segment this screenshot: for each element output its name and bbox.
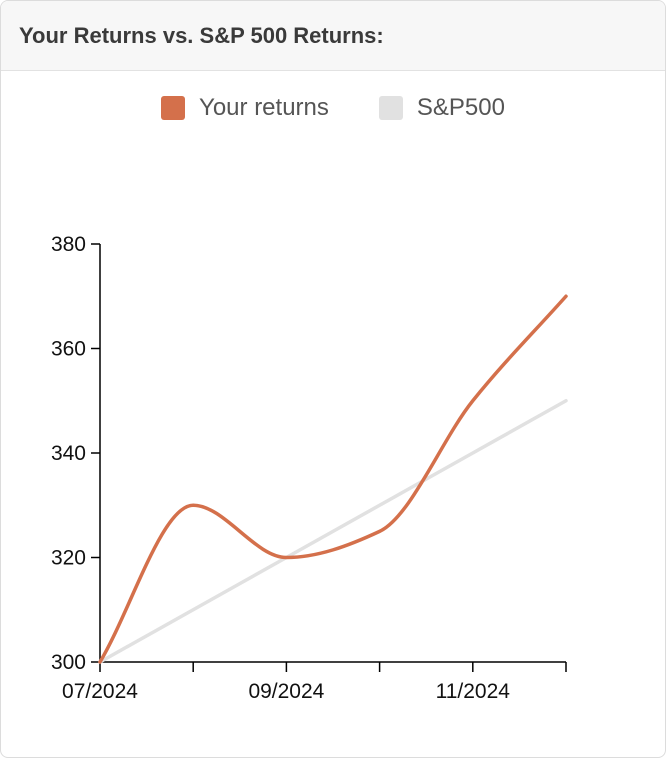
series-line-s-p500 [98,399,568,664]
card-header: Your Returns vs. S&P 500 Returns: [1,1,665,71]
y-tick-label-360: 360 [51,338,86,361]
x-tick-label-2: 09/2024 [248,680,324,703]
x-tick-label-0: 07/2024 [62,680,138,703]
chart-legend: Your returns S&P500 [1,94,665,122]
y-tick-label-340: 340 [51,442,86,465]
legend-label-sp500: S&P500 [416,94,505,121]
y-tick-label-300: 300 [51,651,86,674]
legend-label-your-returns: Your returns [199,94,329,121]
y-tick-label-380: 380 [51,233,86,256]
card-title: Your Returns vs. S&P 500 Returns: [19,22,384,48]
y-tick-label-320: 320 [51,547,86,570]
series-line-your-returns [98,294,568,664]
x-tick-label-4: 11/2024 [436,680,511,703]
legend-item-your-returns[interactable]: Your returns [161,94,329,122]
legend-swatch-sp500 [378,96,403,120]
legend-swatch-your-returns [161,96,186,120]
legend-item-sp500[interactable]: S&P500 [378,94,505,122]
